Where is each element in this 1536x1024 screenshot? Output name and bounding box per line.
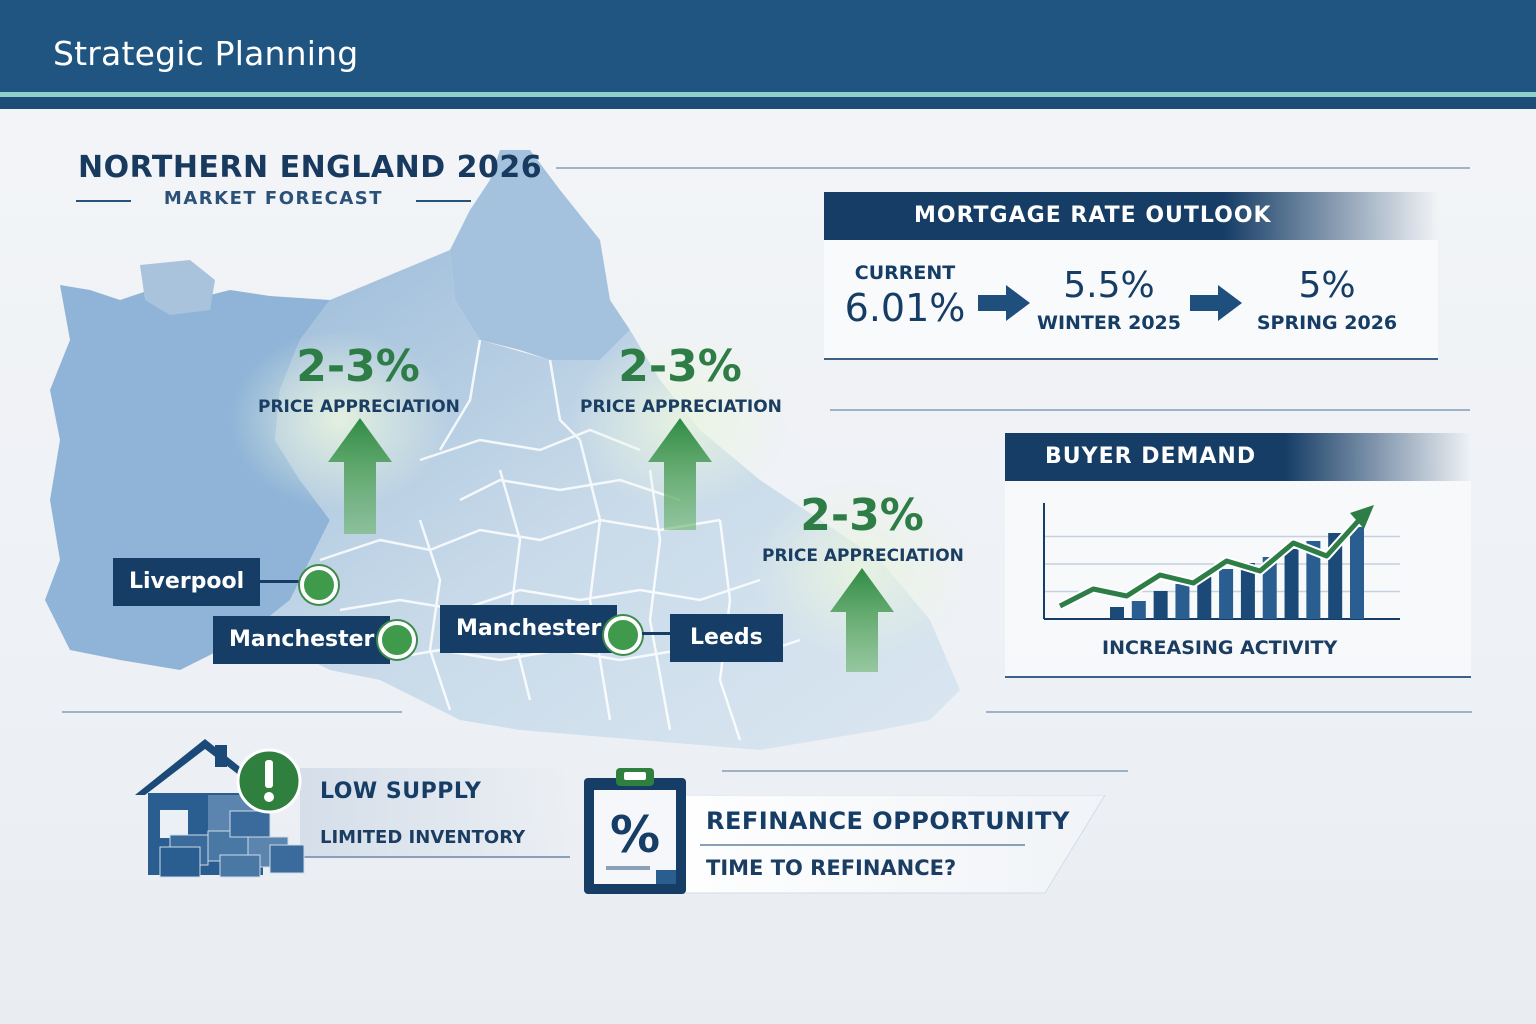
header-bar [0,0,1536,92]
current-rate: 6.01% [844,286,966,330]
appreciation-callout: 2-3% PRICE APPRECIATION [762,490,964,567]
divider [986,711,1472,713]
chart-bar [1110,607,1124,619]
city-label-manchester-2: Manchester [440,605,618,653]
supply-subtitle: LIMITED INVENTORY [320,827,526,848]
mortgage-current: CURRENT 6.01% [838,262,972,330]
appreciation-value: 2-3% [618,341,742,392]
chart-bar [1284,549,1299,619]
chart-bar [1262,557,1277,619]
city-label-leeds: Leeds [670,614,783,662]
chart-bar [1197,577,1212,619]
divider [722,770,1128,772]
svg-text:%: % [610,806,660,864]
mortgage-heading: MORTGAGE RATE OUTLOOK [824,192,1438,240]
mortgage-panel [824,240,1438,360]
winter-label: WINTER 2025 [1037,312,1181,334]
chart-bar [1219,569,1234,619]
appreciation-value: 2-3% [296,341,420,392]
chart-bar [1350,527,1364,619]
demand-chart [1043,503,1400,620]
mortgage-spring: 5% SPRING 2026 [1252,265,1402,334]
chart-bar [1306,541,1321,619]
right-arrow-icon [1190,285,1242,321]
demand-heading: BUYER DEMAND [1005,433,1471,481]
appreciation-label: PRICE APPRECIATION [762,546,964,566]
trend-line [1058,517,1362,609]
divider [556,167,1470,169]
city-connector [642,632,676,635]
header-title: Strategic Planning [53,34,359,73]
hero-title: NORTHERN ENGLAND 2026 [78,150,543,185]
supply-panel [300,768,570,858]
location-pin-liverpool [300,566,338,604]
spring-rate: 5% [1298,265,1356,306]
divider [62,711,402,713]
spring-label: SPRING 2026 [1256,312,1398,334]
chart-bar [1240,563,1255,619]
divider [830,409,1470,411]
up-arrow-icon [328,418,392,534]
trend-arrowhead-icon [1350,505,1374,529]
chart-bar [1153,591,1168,619]
refinance-banner [680,795,1106,894]
percent-clipboard-icon: % [584,768,686,894]
up-arrow-icon [648,418,712,530]
current-label: CURRENT [854,262,956,284]
right-arrow-icon [978,285,1030,321]
refinance-subtitle: TIME TO REFINANCE? [706,856,957,880]
appreciation-label: PRICE APPRECIATION [258,397,460,417]
demand-caption: INCREASING ACTIVITY [1102,637,1338,659]
house-inventory-icon [135,739,305,878]
city-connector [260,580,300,583]
city-label-liverpool: Liverpool [113,558,261,606]
appreciation-callout: 2-3% PRICE APPRECIATION [258,341,460,418]
refinance-title: REFINANCE OPPORTUNITY [706,807,1070,835]
mortgage-winter: 5.5% WINTER 2025 [1030,265,1188,334]
city-label-manchester: Manchester [213,616,391,664]
supply-title: LOW SUPPLY [320,779,482,804]
map-nw-region [140,260,215,315]
map-north-region [450,150,630,360]
hero-subtitle: MARKET FORECAST [76,188,471,209]
appreciation-value: 2-3% [800,490,924,541]
header-accent-stripe [0,92,1536,97]
up-arrow-icon [830,568,894,672]
location-pin-manchester-2 [604,616,642,654]
alert-icon [236,748,302,814]
winter-rate: 5.5% [1063,265,1155,306]
chart-bar [1175,584,1190,619]
location-pin-manchester [378,621,416,659]
demand-panel [1005,481,1471,678]
appreciation-callout: 2-3% PRICE APPRECIATION [580,341,782,418]
chart-bar [1131,601,1146,619]
appreciation-label: PRICE APPRECIATION [580,397,782,417]
header-band [0,97,1536,109]
